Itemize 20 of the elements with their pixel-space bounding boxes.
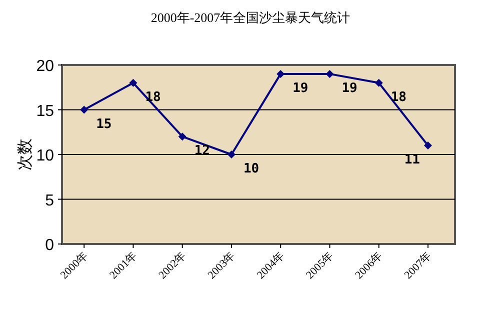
point xyxy=(424,142,432,150)
point xyxy=(129,78,138,87)
data-label: 18 xyxy=(390,90,407,105)
data-label: 19 xyxy=(292,80,308,96)
data-label: 15 xyxy=(96,116,112,132)
y-tick-label: 10 xyxy=(36,148,54,164)
y-tick-label: 0 xyxy=(45,237,54,254)
data-label: 10 xyxy=(243,162,260,176)
point xyxy=(178,132,186,141)
y-tick-label: 15 xyxy=(36,102,54,120)
data-label: 18 xyxy=(145,90,162,105)
point xyxy=(326,70,334,78)
y-axis-title: 次数 xyxy=(17,138,34,170)
data-label: 19 xyxy=(342,80,358,96)
point xyxy=(227,150,236,158)
chart-title: 2000年-2007年全国沙尘暴天气统计 xyxy=(150,10,350,25)
y-tick-label: 20 xyxy=(36,58,54,75)
point xyxy=(80,106,88,114)
y-tick-label: 5 xyxy=(45,192,54,210)
point xyxy=(374,78,383,87)
